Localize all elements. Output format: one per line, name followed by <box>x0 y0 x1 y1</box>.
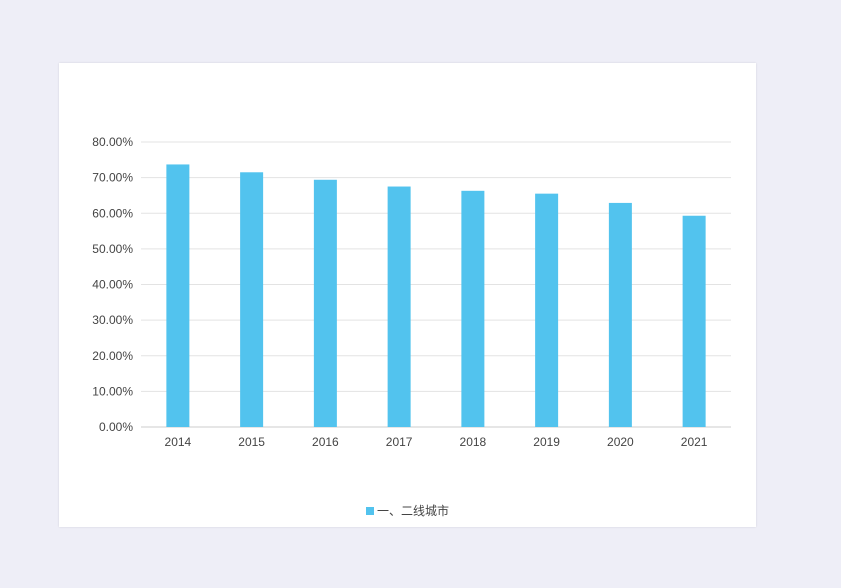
y-tick-label: 40.00% <box>92 278 133 292</box>
bar-2020[interactable] <box>608 202 632 427</box>
y-tick-label: 60.00% <box>92 206 133 220</box>
chart-card: 0.00% 10.00% 20.00% 30.00% 40.00% 50.00% 60.00… <box>59 63 756 527</box>
x-tick-label: 2017 <box>386 435 413 449</box>
y-tick-label: 80.00% <box>92 135 133 149</box>
y-tick-label: 50.00% <box>92 242 133 256</box>
bars <box>166 164 706 427</box>
x-tick-label: 2019 <box>533 435 560 449</box>
legend-swatch <box>365 506 374 515</box>
bar-2021[interactable] <box>682 215 706 427</box>
y-tick-label: 10.00% <box>92 384 133 398</box>
grid-lines <box>141 141 731 428</box>
y-tick-label: 20.00% <box>92 349 133 363</box>
x-tick-label: 2021 <box>681 435 708 449</box>
bar-2018[interactable] <box>461 190 485 427</box>
y-tick-label: 70.00% <box>92 171 133 185</box>
y-tick-label: 0.00% <box>99 420 133 434</box>
legend[interactable]: 一、二线城市 <box>59 502 756 519</box>
x-axis-ticks: 2014 2015 2016 2017 2018 2019 2020 2021 <box>165 435 708 449</box>
bar-chart: 0.00% 10.00% 20.00% 30.00% 40.00% 50.00% 60.00… <box>92 135 731 449</box>
y-axis-ticks: 0.00% 10.00% 20.00% 30.00% 40.00% 50.00% 60.00… <box>92 135 133 434</box>
x-tick-label: 2015 <box>238 435 265 449</box>
x-tick-label: 2016 <box>312 435 339 449</box>
x-tick-label: 2014 <box>165 435 192 449</box>
y-tick-label: 30.00% <box>92 313 133 327</box>
bar-2015[interactable] <box>240 172 264 427</box>
bar-2017[interactable] <box>387 186 411 427</box>
bar-2019[interactable] <box>535 193 559 427</box>
x-tick-label: 2018 <box>460 435 487 449</box>
bar-2016[interactable] <box>313 179 337 427</box>
legend-label: 一、二线城市 <box>376 504 449 518</box>
bar-2014[interactable] <box>166 164 190 427</box>
x-tick-label: 2020 <box>607 435 634 449</box>
